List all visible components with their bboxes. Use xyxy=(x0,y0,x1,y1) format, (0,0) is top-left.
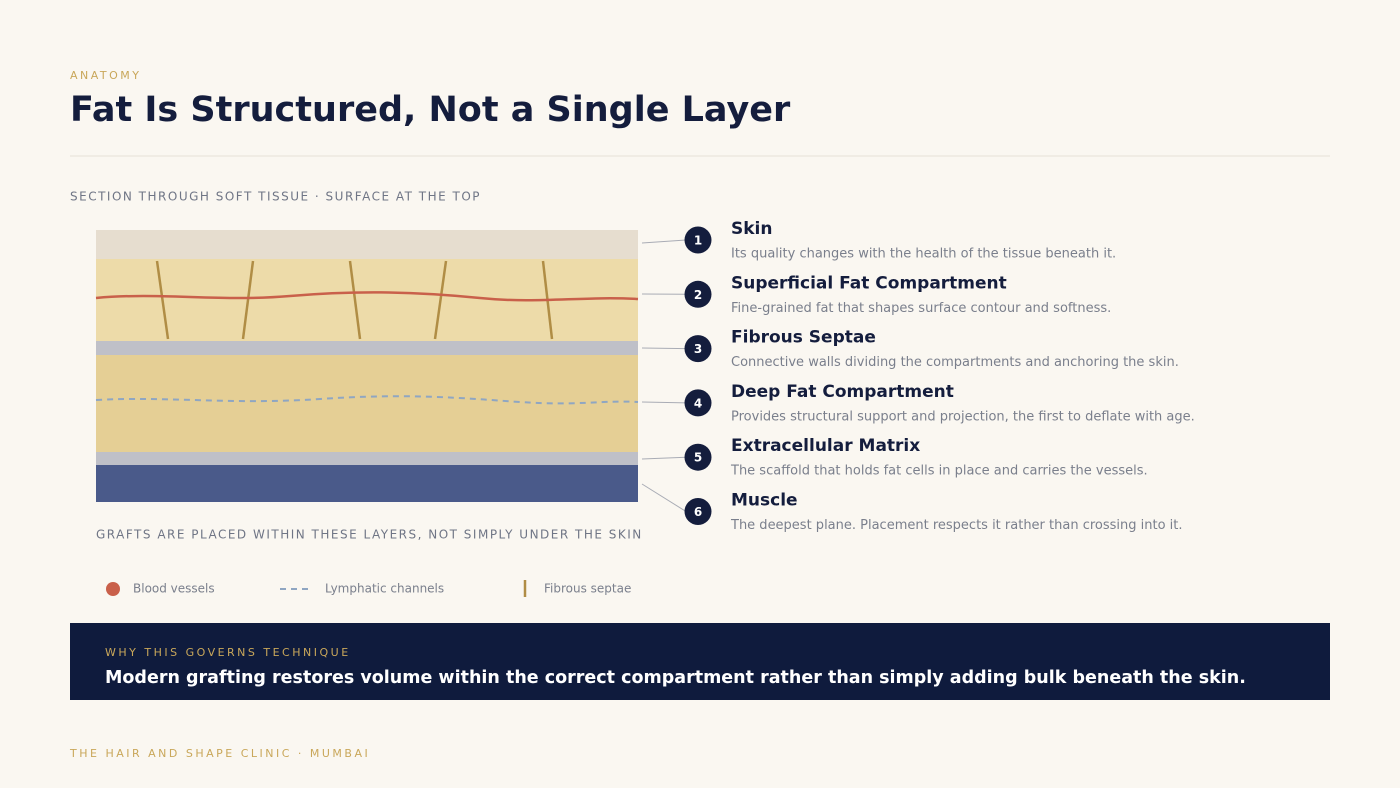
blood-vessel xyxy=(95,291,639,302)
layer-name: Superficial Fat Compartment xyxy=(731,273,1007,293)
layer-list: 1 Skin Its quality changes with the health… xyxy=(684,219,1195,533)
callout-box xyxy=(70,623,1330,700)
layer-name: Deep Fat Compartment xyxy=(731,382,954,402)
deep-fat xyxy=(96,355,638,452)
layer-name: Muscle xyxy=(731,491,798,511)
leader-line xyxy=(641,456,687,460)
layer-description: Provides structural support and projecti… xyxy=(731,409,1195,424)
legend-swatch xyxy=(106,582,120,596)
tissue-section xyxy=(95,230,639,502)
layer-description: The scaffold that holds fat cells in pla… xyxy=(730,464,1148,479)
layer-description: The deepest plane. Placement respects it… xyxy=(730,518,1183,533)
skin-layer xyxy=(96,230,638,259)
number-badge xyxy=(684,498,712,525)
layer-name: Skin xyxy=(731,219,772,239)
layer-number: 5 xyxy=(694,451,702,465)
layer-number: 6 xyxy=(694,505,702,519)
layer-description: Connective walls dividing the compartmen… xyxy=(731,355,1179,370)
number-badge xyxy=(684,335,712,363)
septum xyxy=(155,260,170,340)
lymphatic-channel xyxy=(95,395,639,405)
caption: SECTION THROUGH SOFT TISSUE · SURFACE AT… xyxy=(70,190,481,204)
layer-number: 4 xyxy=(694,396,702,410)
legend-label: Lymphatic channels xyxy=(325,582,444,596)
septum xyxy=(433,260,448,340)
layer-number: 3 xyxy=(694,342,702,356)
leader-line xyxy=(641,347,687,350)
footer: THE HAIR AND SHAPE CLINIC · MUMBAI xyxy=(69,747,370,760)
layer-number: 2 xyxy=(694,288,702,302)
number-badge xyxy=(684,389,712,417)
callout-label: WHY THIS GOVERNS TECHNIQUE xyxy=(105,646,351,659)
septum xyxy=(241,260,255,340)
layer-description: Fine-grained fat that shapes surface con… xyxy=(731,301,1111,316)
septum xyxy=(348,260,362,340)
eyebrow: ANATOMY xyxy=(70,69,142,82)
leader-line xyxy=(641,401,687,404)
legend: Blood vessels Lymphatic channels Fibrous… xyxy=(106,580,631,597)
note: GRAFTS ARE PLACED WITHIN THESE LAYERS, N… xyxy=(96,528,643,542)
leader-line xyxy=(641,483,687,512)
callout-text: Modern grafting restores volume within t… xyxy=(105,668,1246,688)
layer-name: Extracellular Matrix xyxy=(731,436,920,456)
number-badge xyxy=(684,443,712,471)
leader-line xyxy=(641,239,687,244)
layer-number: 1 xyxy=(694,234,702,248)
number-badge xyxy=(684,280,712,308)
title: Fat Is Structured, Not a Single Layer xyxy=(70,90,791,130)
number-badge xyxy=(684,226,712,254)
legend-label: Blood vessels xyxy=(133,582,215,596)
matrix-band xyxy=(96,452,638,465)
muscle-layer xyxy=(96,465,638,502)
septae-band xyxy=(96,341,638,355)
layer-description: Its quality changes with the health of t… xyxy=(731,247,1116,262)
layer-name: Fibrous Septae xyxy=(731,328,876,348)
leaders xyxy=(641,239,687,512)
legend-label: Fibrous septae xyxy=(544,582,631,596)
